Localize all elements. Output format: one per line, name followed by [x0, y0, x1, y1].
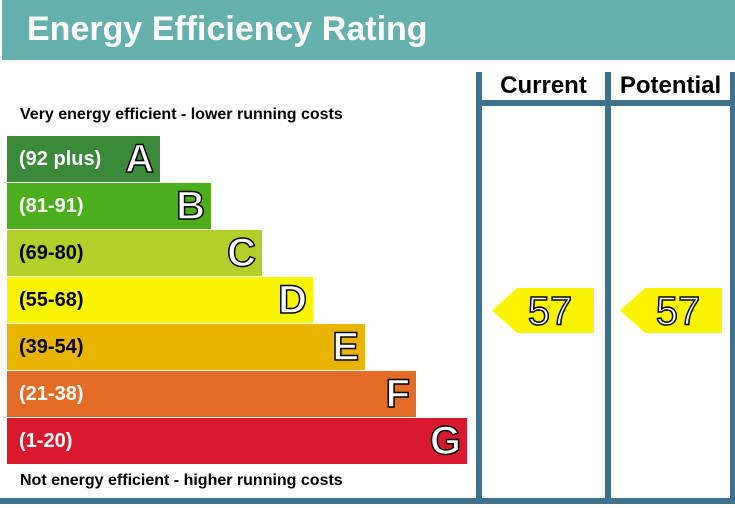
band-letter: C — [226, 230, 256, 276]
band-letter: B — [175, 183, 205, 229]
band-range: (55-68) — [19, 289, 84, 311]
band-letter: G — [429, 418, 462, 464]
current-rating-arrow — [492, 288, 594, 333]
bottom-note: Not energy efficient - higher running co… — [20, 472, 343, 489]
band-letter: A — [124, 136, 154, 182]
potential-rating-arrow — [620, 288, 722, 333]
top-note: Very energy efficient - lower running co… — [20, 106, 343, 123]
current-header: Current — [500, 72, 587, 99]
bottom-border — [0, 498, 735, 504]
chart-title: Energy Efficiency Rating — [2, 0, 735, 60]
band-f: (21-38) F — [7, 371, 416, 417]
band-range: (39-54) — [19, 336, 84, 358]
potential-rating-value: 57 — [656, 290, 701, 334]
header-divider — [476, 100, 735, 106]
column-divider — [605, 72, 611, 504]
band-range: (92 plus) — [19, 148, 102, 170]
band-range: (1-20) — [19, 430, 73, 452]
band-e: (39-54) E — [7, 324, 365, 370]
band-g: (1-20) G — [7, 418, 467, 464]
column-divider — [476, 72, 482, 504]
band-letter: E — [332, 324, 360, 370]
band-a: (92 plus) A — [7, 136, 160, 182]
potential-header: Potential — [619, 72, 722, 99]
band-range: (81-91) — [19, 195, 84, 217]
column-divider — [730, 72, 735, 504]
current-rating-value: 57 — [528, 290, 573, 334]
band-letter: F — [385, 371, 411, 417]
band-range: (69-80) — [19, 242, 84, 264]
band-letter: D — [277, 277, 307, 323]
band-d: (55-68) D — [7, 277, 313, 323]
band-c: (69-80) C — [7, 230, 262, 276]
band-range: (21-38) — [19, 383, 84, 405]
band-b: (81-91) B — [7, 183, 211, 229]
